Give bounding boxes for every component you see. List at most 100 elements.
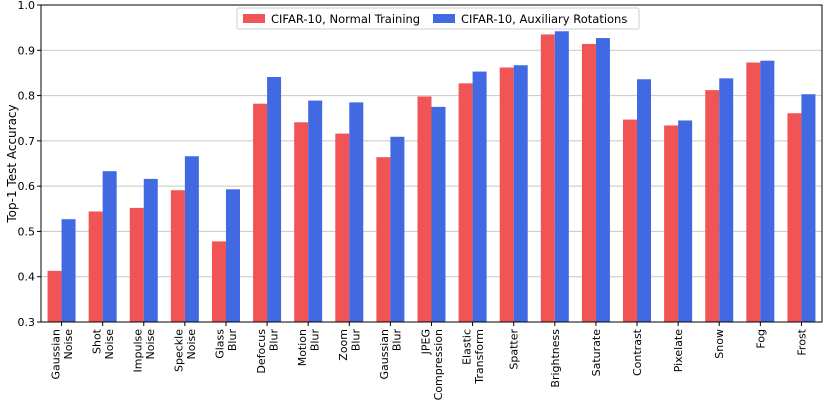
x-tick-label-line: Blur xyxy=(308,329,321,352)
y-tick-label: 0.6 xyxy=(18,180,36,193)
bar-normal-training xyxy=(376,157,391,322)
y-tick-label: 0.8 xyxy=(18,90,36,103)
y-tick-label: 0.4 xyxy=(18,271,36,284)
x-tick-label-line: Saturate xyxy=(590,329,603,377)
x-tick-label-line: Noise xyxy=(62,329,75,360)
bar-auxiliary-rotations xyxy=(61,219,76,322)
x-tick-label-line: Motion xyxy=(296,329,309,366)
bars xyxy=(47,31,816,323)
legend: CIFAR-10, Normal Training CIFAR-10, Auxi… xyxy=(236,7,640,30)
x-tick-label: Frost xyxy=(795,328,808,355)
y-tick-label: 0.3 xyxy=(18,316,36,329)
bar-auxiliary-rotations xyxy=(308,100,323,322)
bar-normal-training xyxy=(335,133,350,322)
bar-normal-training xyxy=(47,270,62,322)
bar-auxiliary-rotations xyxy=(595,38,610,323)
x-tick-label-line: Shot xyxy=(90,328,103,354)
x-tick-label: Saturate xyxy=(590,329,603,377)
x-tick-label-line: Blur xyxy=(391,329,404,352)
x-tick-label: Pixelate xyxy=(672,329,685,372)
x-tick-label: Gaussian Noise xyxy=(49,329,74,380)
bar-auxiliary-rotations xyxy=(554,31,569,322)
x-tick-label-line: Elastic xyxy=(460,329,473,365)
y-tick-label: 1.0 xyxy=(18,0,36,12)
y-tick-label: 0.9 xyxy=(18,44,36,57)
x-tick-label-line: Fog xyxy=(754,329,767,349)
x-tick-label-line: JPEG xyxy=(419,329,432,355)
bar-normal-training xyxy=(499,67,514,322)
bar-auxiliary-rotations xyxy=(760,60,775,323)
bar-auxiliary-rotations xyxy=(637,79,652,322)
bar-auxiliary-rotations xyxy=(184,156,199,322)
x-axis-ticks: Gaussian Noise Shot Noise Impulse Noise Speckl… xyxy=(49,322,808,400)
x-tick-label: Zoom Blur xyxy=(337,329,363,361)
x-tick-label: Speckle Noise xyxy=(173,329,199,372)
x-tick-label: Brightness xyxy=(549,329,562,388)
legend-label-normal-training: CIFAR-10, Normal Training xyxy=(271,12,420,26)
bar-normal-training xyxy=(211,241,226,322)
bar-normal-training xyxy=(458,83,473,322)
x-tick-label: Shot Noise xyxy=(90,328,116,359)
bar-auxiliary-rotations xyxy=(225,189,240,322)
x-tick-label: Glass Blur xyxy=(214,329,240,359)
x-tick-label-line: Brightness xyxy=(549,329,562,388)
bar-normal-training xyxy=(746,62,761,323)
bar-normal-training xyxy=(540,34,555,322)
x-tick-label-line: Noise xyxy=(185,329,198,360)
x-tick-label-line: Snow xyxy=(713,329,726,359)
x-tick-label: Snow xyxy=(713,329,726,359)
x-tick-label-line: Transform xyxy=(473,329,486,385)
bar-normal-training xyxy=(787,113,802,323)
x-tick-label-line: Defocus xyxy=(255,329,268,374)
bar-normal-training xyxy=(294,122,309,322)
x-tick-label: Motion Blur xyxy=(296,329,322,367)
x-tick-label: JPEG Compression xyxy=(419,329,445,400)
x-tick-label: Fog xyxy=(754,329,767,349)
x-tick-label-line: Compression xyxy=(432,329,445,400)
legend-swatch-auxiliary-rotations xyxy=(433,14,455,23)
x-tick-label: Contrast xyxy=(631,328,644,376)
bar-normal-training xyxy=(417,96,432,322)
bar-auxiliary-rotations xyxy=(267,77,282,322)
bar-auxiliary-rotations xyxy=(349,102,364,322)
x-tick-label-line: Speckle xyxy=(173,329,186,372)
x-tick-label-line: Noise xyxy=(144,329,157,360)
y-tick-label: 0.7 xyxy=(18,135,36,148)
bar-normal-training xyxy=(129,207,144,322)
bar-auxiliary-rotations xyxy=(678,120,693,322)
x-tick-label-line: Contrast xyxy=(631,328,644,376)
x-tick-label-line: Blur xyxy=(226,329,239,352)
y-axis-label: Top-1 Test Accuracy xyxy=(5,104,19,223)
x-tick-label-line: Frost xyxy=(795,328,808,355)
bar-auxiliary-rotations xyxy=(431,106,446,323)
bar-normal-training xyxy=(170,190,185,322)
x-tick-label-line: Blur xyxy=(267,329,280,352)
x-tick-label-line: Pixelate xyxy=(672,329,685,372)
x-tick-label-line: Gaussian xyxy=(378,329,391,379)
bar-normal-training xyxy=(705,90,720,322)
bar-normal-training xyxy=(581,43,596,323)
x-tick-label-line: Noise xyxy=(103,329,116,360)
x-tick-label: Defocus Blur xyxy=(255,329,281,374)
legend-swatch-normal-training xyxy=(243,14,265,23)
y-axis-ticks: 0.3 0.4 0.5 0.6 0.7 0.8 0.9 1.0 xyxy=(18,0,41,329)
bar-auxiliary-rotations xyxy=(390,136,405,322)
bar-auxiliary-rotations xyxy=(472,71,487,322)
x-tick-label: Spatter xyxy=(508,329,521,370)
bar-auxiliary-rotations xyxy=(102,171,117,322)
x-tick-label: Elastic Transform xyxy=(460,329,486,385)
y-tick-label: 0.5 xyxy=(18,225,36,238)
legend-label-auxiliary-rotations: CIFAR-10, Auxiliary Rotations xyxy=(461,12,627,26)
x-tick-label-line: Impulse xyxy=(132,329,145,373)
x-tick-label-line: Glass xyxy=(214,329,227,359)
bar-normal-training xyxy=(253,103,268,322)
bar-auxiliary-rotations xyxy=(513,65,528,322)
x-tick-label: Impulse Noise xyxy=(132,329,158,373)
x-tick-label-line: Blur xyxy=(350,329,363,352)
bar-auxiliary-rotations xyxy=(719,78,734,322)
x-tick-label-line: Gaussian xyxy=(49,329,62,379)
bar-auxiliary-rotations xyxy=(801,94,816,322)
x-tick-label: Gaussian Blur xyxy=(378,329,404,380)
bar-normal-training xyxy=(664,125,679,323)
